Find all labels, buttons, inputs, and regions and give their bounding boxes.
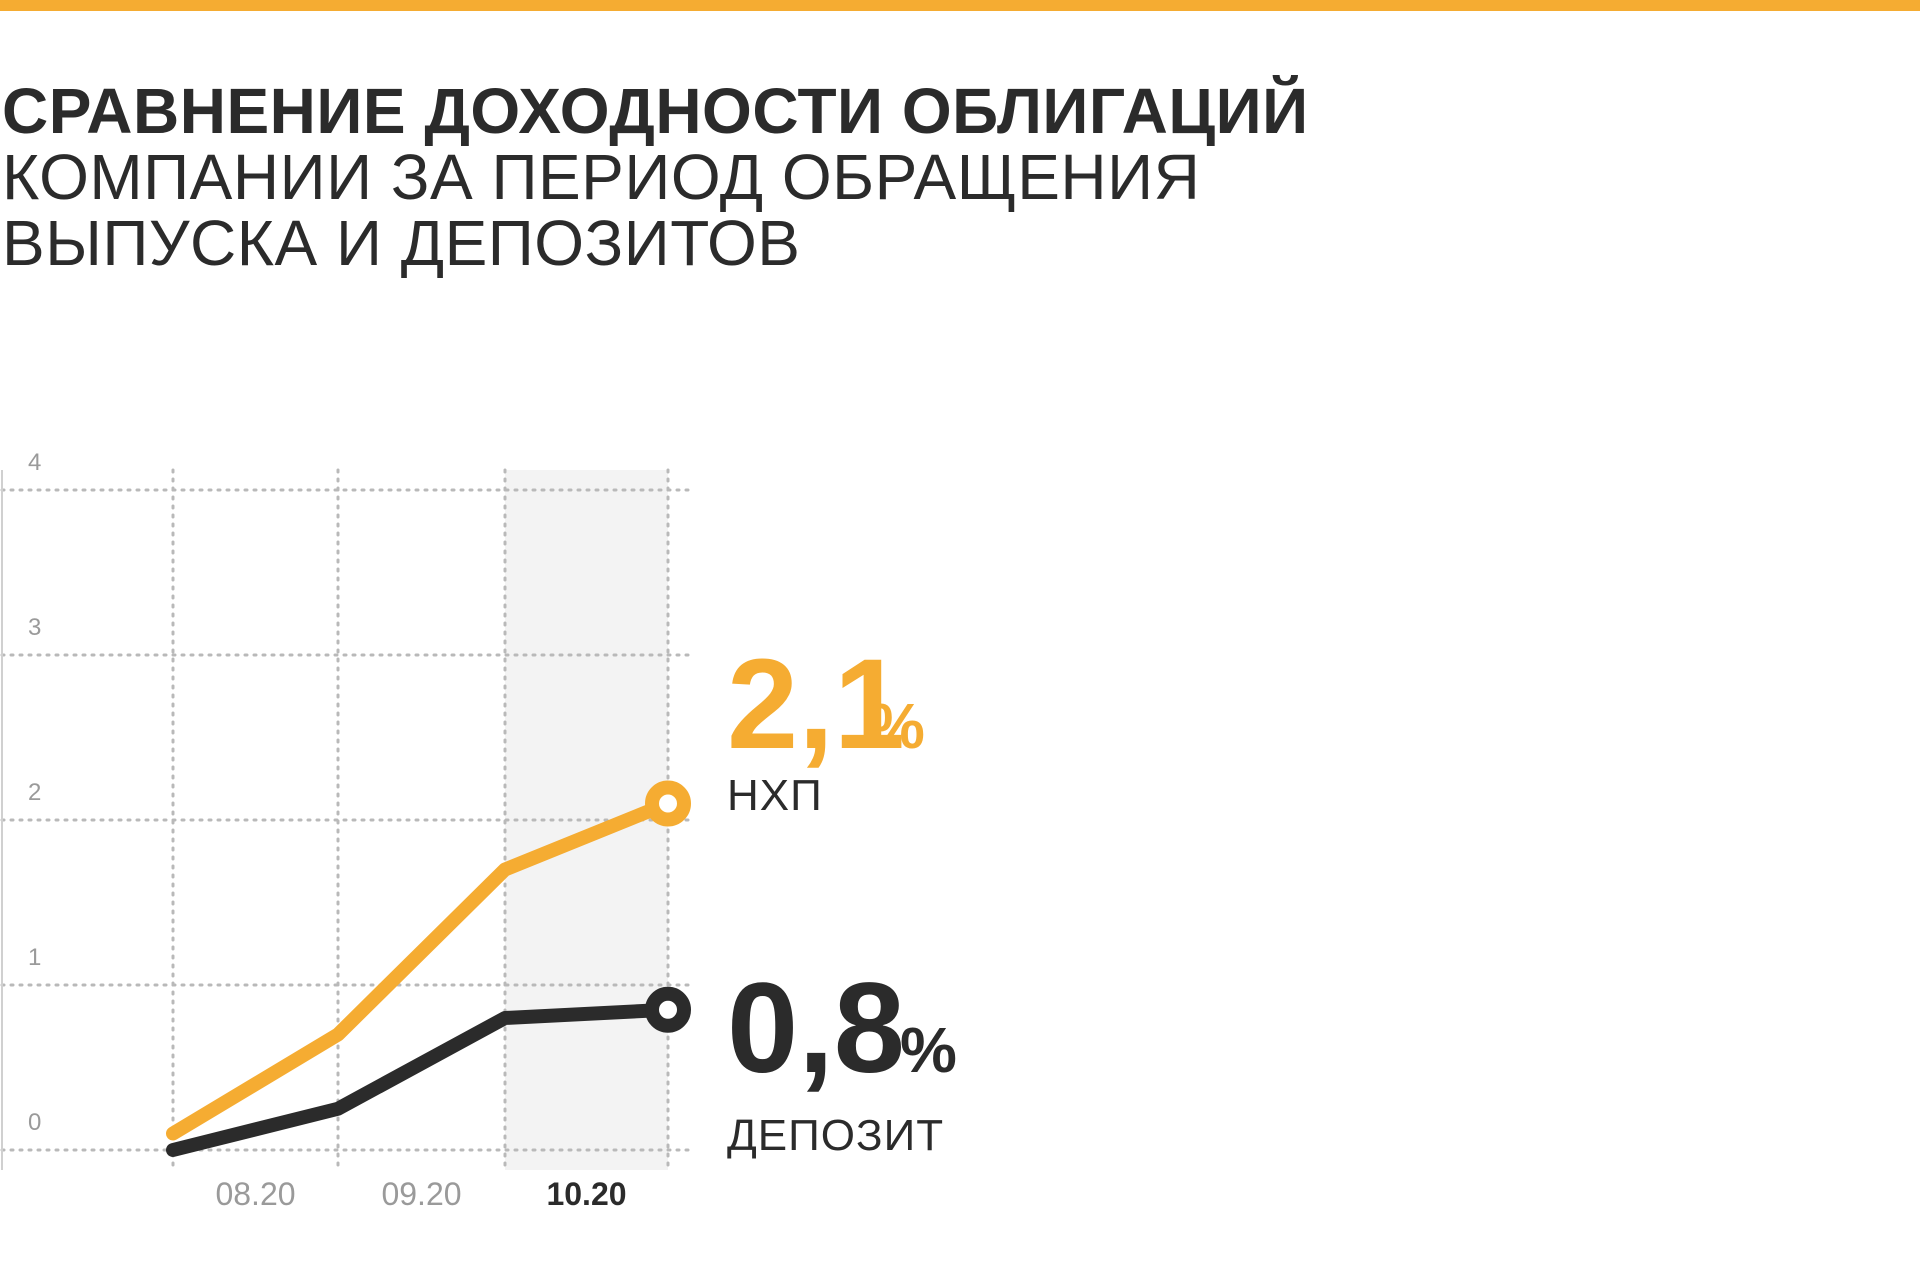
value-label-deposit: 0,8 [727,957,905,1100]
y-tick-label-2: 2 [28,779,41,806]
title-line-2: КОМПАНИИ ЗА ПЕРИОД ОБРАЩЕНИЯ [2,141,1201,213]
title-line-3: ВЫПУСКА И ДЕПОЗИТОВ [2,207,801,279]
chart-labels-layer: 2,1% НХП 0,8% ДЕПОЗИТ [727,633,957,1160]
value-label-nkhp: 2,1 [727,633,905,776]
x-tick-label-09.20: 09.20 [381,1176,461,1212]
unit-label-deposit: % [900,1014,957,1086]
y-tick-label-3: 3 [28,614,41,641]
series-end-marker-deposit [645,986,691,1033]
unit-label-nkhp: % [868,690,925,762]
series-end-marker-nkhp [645,780,691,827]
series-line-nkhp [166,796,675,1141]
chart-title: СРАВНЕНИЕ ДОХОДНОСТИ ОБЛИГАЦИЙ КОМПАНИИ … [2,78,1309,276]
chart-series-layer [166,780,691,1157]
x-tick-label-10.20: 10.20 [546,1176,626,1212]
top-accent-bar [0,0,1920,11]
y-tick-label-4: 4 [28,449,41,476]
x-tick-label-08.20: 08.20 [215,1176,295,1212]
y-tick-label-0: 0 [28,1109,41,1136]
chart-axis-layer: 0 1 2 3 4 08.20 09.20 10.20 [1,449,627,1212]
series-line-deposit [166,1002,675,1157]
series-name-nkhp: НХП [727,771,823,820]
y-tick-label-1: 1 [28,944,41,971]
series-name-deposit: ДЕПОЗИТ [727,1111,944,1160]
title-line-1: СРАВНЕНИЕ ДОХОДНОСТИ ОБЛИГАЦИЙ [2,75,1309,147]
